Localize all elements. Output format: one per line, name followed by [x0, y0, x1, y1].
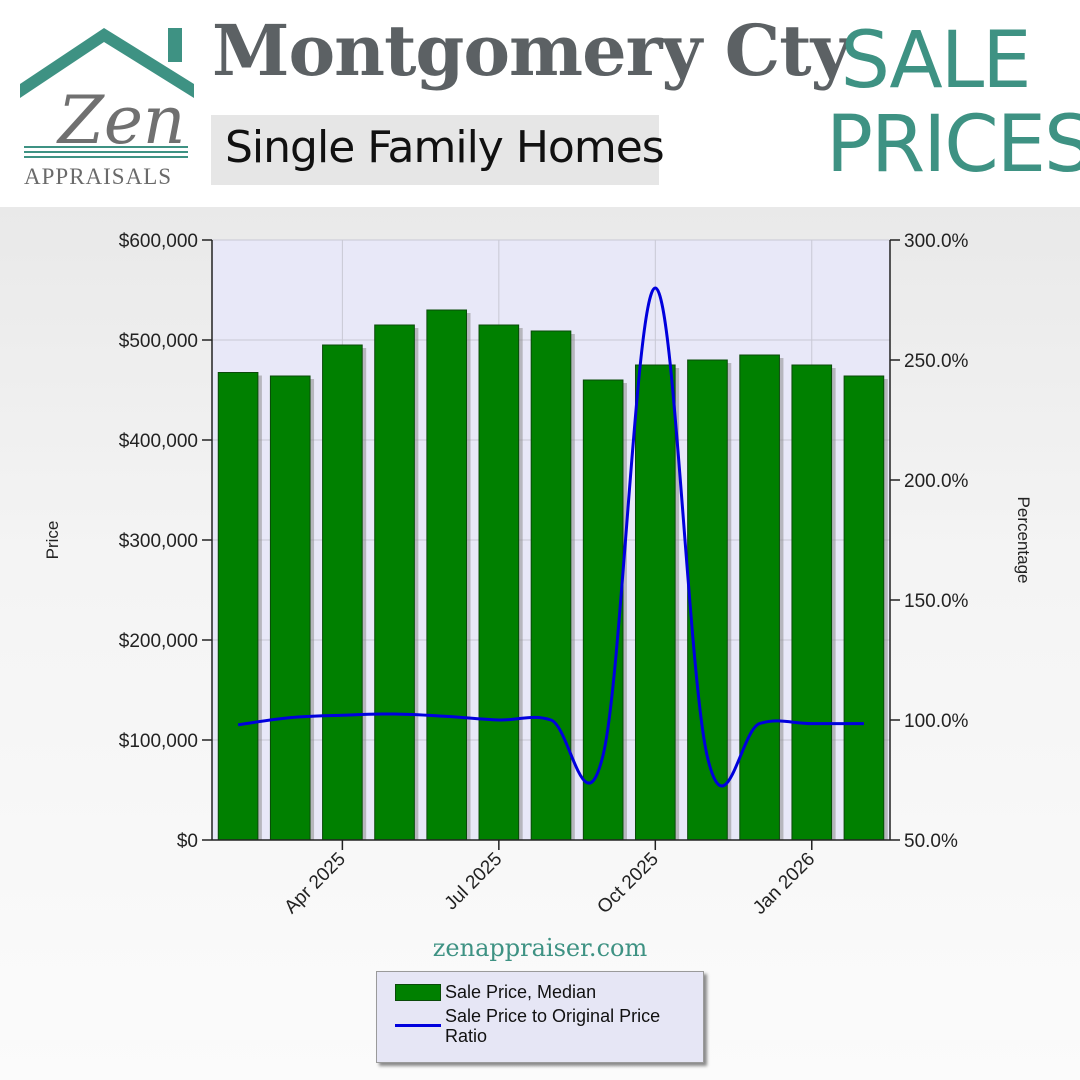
y-tick-label: $300,000	[119, 531, 198, 552]
bar-median-feb-2026	[843, 375, 885, 841]
bar-median-aug-2025	[530, 330, 572, 841]
y2-tick-label: 200.0%	[904, 471, 969, 492]
y2-tick-label: 300.0%	[904, 231, 969, 252]
header: Zen APPRAISALS Montgomery Cty Single Fam…	[0, 0, 1080, 207]
bar-median-jan-2026	[791, 364, 833, 841]
y-tick-label: $100,000	[119, 731, 198, 752]
legend-label-median: Sale Price, Median	[445, 982, 597, 1002]
y2-tick-label: 100.0%	[904, 711, 969, 732]
page-subtitle: Single Family Homes	[225, 122, 665, 173]
bar-median-nov-2025	[687, 359, 728, 841]
bar-median-jun-2025	[426, 309, 468, 841]
y2-axis-title: Percentage	[1014, 497, 1033, 584]
x-tick-label: Oct 2025	[593, 849, 662, 918]
bar-median-jul-2025	[478, 324, 520, 841]
page-title: Montgomery Cty	[212, 9, 851, 92]
x-tick-label: Jul 2025	[441, 849, 507, 915]
bar-median-dec-2025	[739, 354, 780, 841]
legend-swatch-bars	[395, 984, 441, 1001]
badge-line-2: PRICES	[826, 100, 1080, 190]
y-tick-label: $500,000	[119, 331, 198, 352]
y-tick-label: $600,000	[119, 231, 198, 252]
bar-median-feb-2025	[217, 372, 259, 841]
y-tick-label: $0	[177, 831, 198, 852]
zen-appraisals-logo: Zen APPRAISALS	[18, 22, 198, 190]
y-axis-title: Price	[43, 521, 62, 560]
x-tick-label: Jan 2026	[749, 849, 819, 919]
bar-median-apr-2025	[322, 344, 363, 841]
y2-tick-label: 250.0%	[904, 351, 969, 372]
legend-swatch-line	[395, 1024, 441, 1027]
y2-tick-label: 150.0%	[904, 591, 969, 612]
logo-word: Zen	[58, 82, 186, 159]
y-tick-label: $400,000	[119, 431, 198, 452]
x-tick-label: Apr 2025	[281, 849, 350, 918]
badge-line-1: SALE	[840, 16, 1031, 106]
y2-tick-label: 50.0%	[904, 831, 958, 852]
y-tick-label: $200,000	[119, 631, 198, 652]
bar-median-mar-2025	[269, 375, 311, 841]
chart-area: $0 $100,000 $200,000 $300,000 $400,000 $500,0…	[0, 207, 1080, 1080]
ratio-series-line	[237, 286, 864, 788]
bar-median-may-2025	[374, 324, 415, 841]
bar-median-oct-2025	[634, 364, 676, 841]
website-link[interactable]: zenappraiser.com	[432, 934, 648, 962]
house-roof-icon	[20, 28, 194, 158]
subtitle-box: Single Family Homes	[211, 115, 665, 185]
price-chart: $0 $100,000 $200,000 $300,000 $400,000 $500,0…	[43, 231, 1033, 919]
chart-legend: Sale Price, Median Sale Price to Origina…	[376, 971, 704, 1063]
bar-median-sep-2025	[582, 379, 624, 841]
legend-label-ratio: Sale Price to Original Price Ratio	[445, 1006, 661, 1046]
logo-subtitle: APPRAISALS	[24, 164, 173, 189]
